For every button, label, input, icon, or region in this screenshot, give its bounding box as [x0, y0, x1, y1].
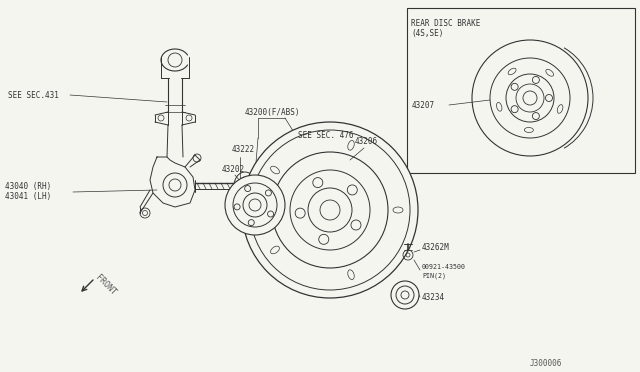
- Text: 43206: 43206: [355, 138, 378, 147]
- Text: 43040 (RH): 43040 (RH): [5, 183, 51, 192]
- Bar: [407, 8, 635, 173]
- Circle shape: [250, 130, 410, 290]
- Text: 43222: 43222: [232, 145, 255, 154]
- Circle shape: [396, 286, 414, 304]
- Text: 43202: 43202: [222, 164, 245, 173]
- Circle shape: [391, 281, 419, 309]
- Text: SEE SEC. 476: SEE SEC. 476: [298, 131, 353, 140]
- Ellipse shape: [238, 177, 252, 195]
- Text: 43041 (LH): 43041 (LH): [5, 192, 51, 202]
- Text: 00921-43500: 00921-43500: [422, 264, 466, 270]
- Text: J300006: J300006: [530, 359, 563, 368]
- Circle shape: [272, 152, 388, 268]
- Circle shape: [290, 170, 370, 250]
- Circle shape: [233, 183, 277, 227]
- Circle shape: [308, 188, 352, 232]
- Text: 43200(F/ABS): 43200(F/ABS): [245, 108, 301, 116]
- Text: FRONT: FRONT: [94, 273, 118, 297]
- Circle shape: [249, 199, 261, 211]
- Text: (4S,SE): (4S,SE): [411, 29, 444, 38]
- Circle shape: [225, 175, 285, 235]
- Ellipse shape: [234, 172, 256, 200]
- Text: 43262M: 43262M: [422, 243, 450, 251]
- Text: REAR DISC BRAKE: REAR DISC BRAKE: [411, 19, 481, 28]
- Text: 43207: 43207: [412, 102, 435, 110]
- Circle shape: [243, 193, 267, 217]
- Circle shape: [242, 122, 418, 298]
- Text: SEE SEC.431: SEE SEC.431: [8, 90, 59, 99]
- Text: 43234: 43234: [422, 294, 445, 302]
- Circle shape: [320, 200, 340, 220]
- Text: PIN(2): PIN(2): [422, 273, 446, 279]
